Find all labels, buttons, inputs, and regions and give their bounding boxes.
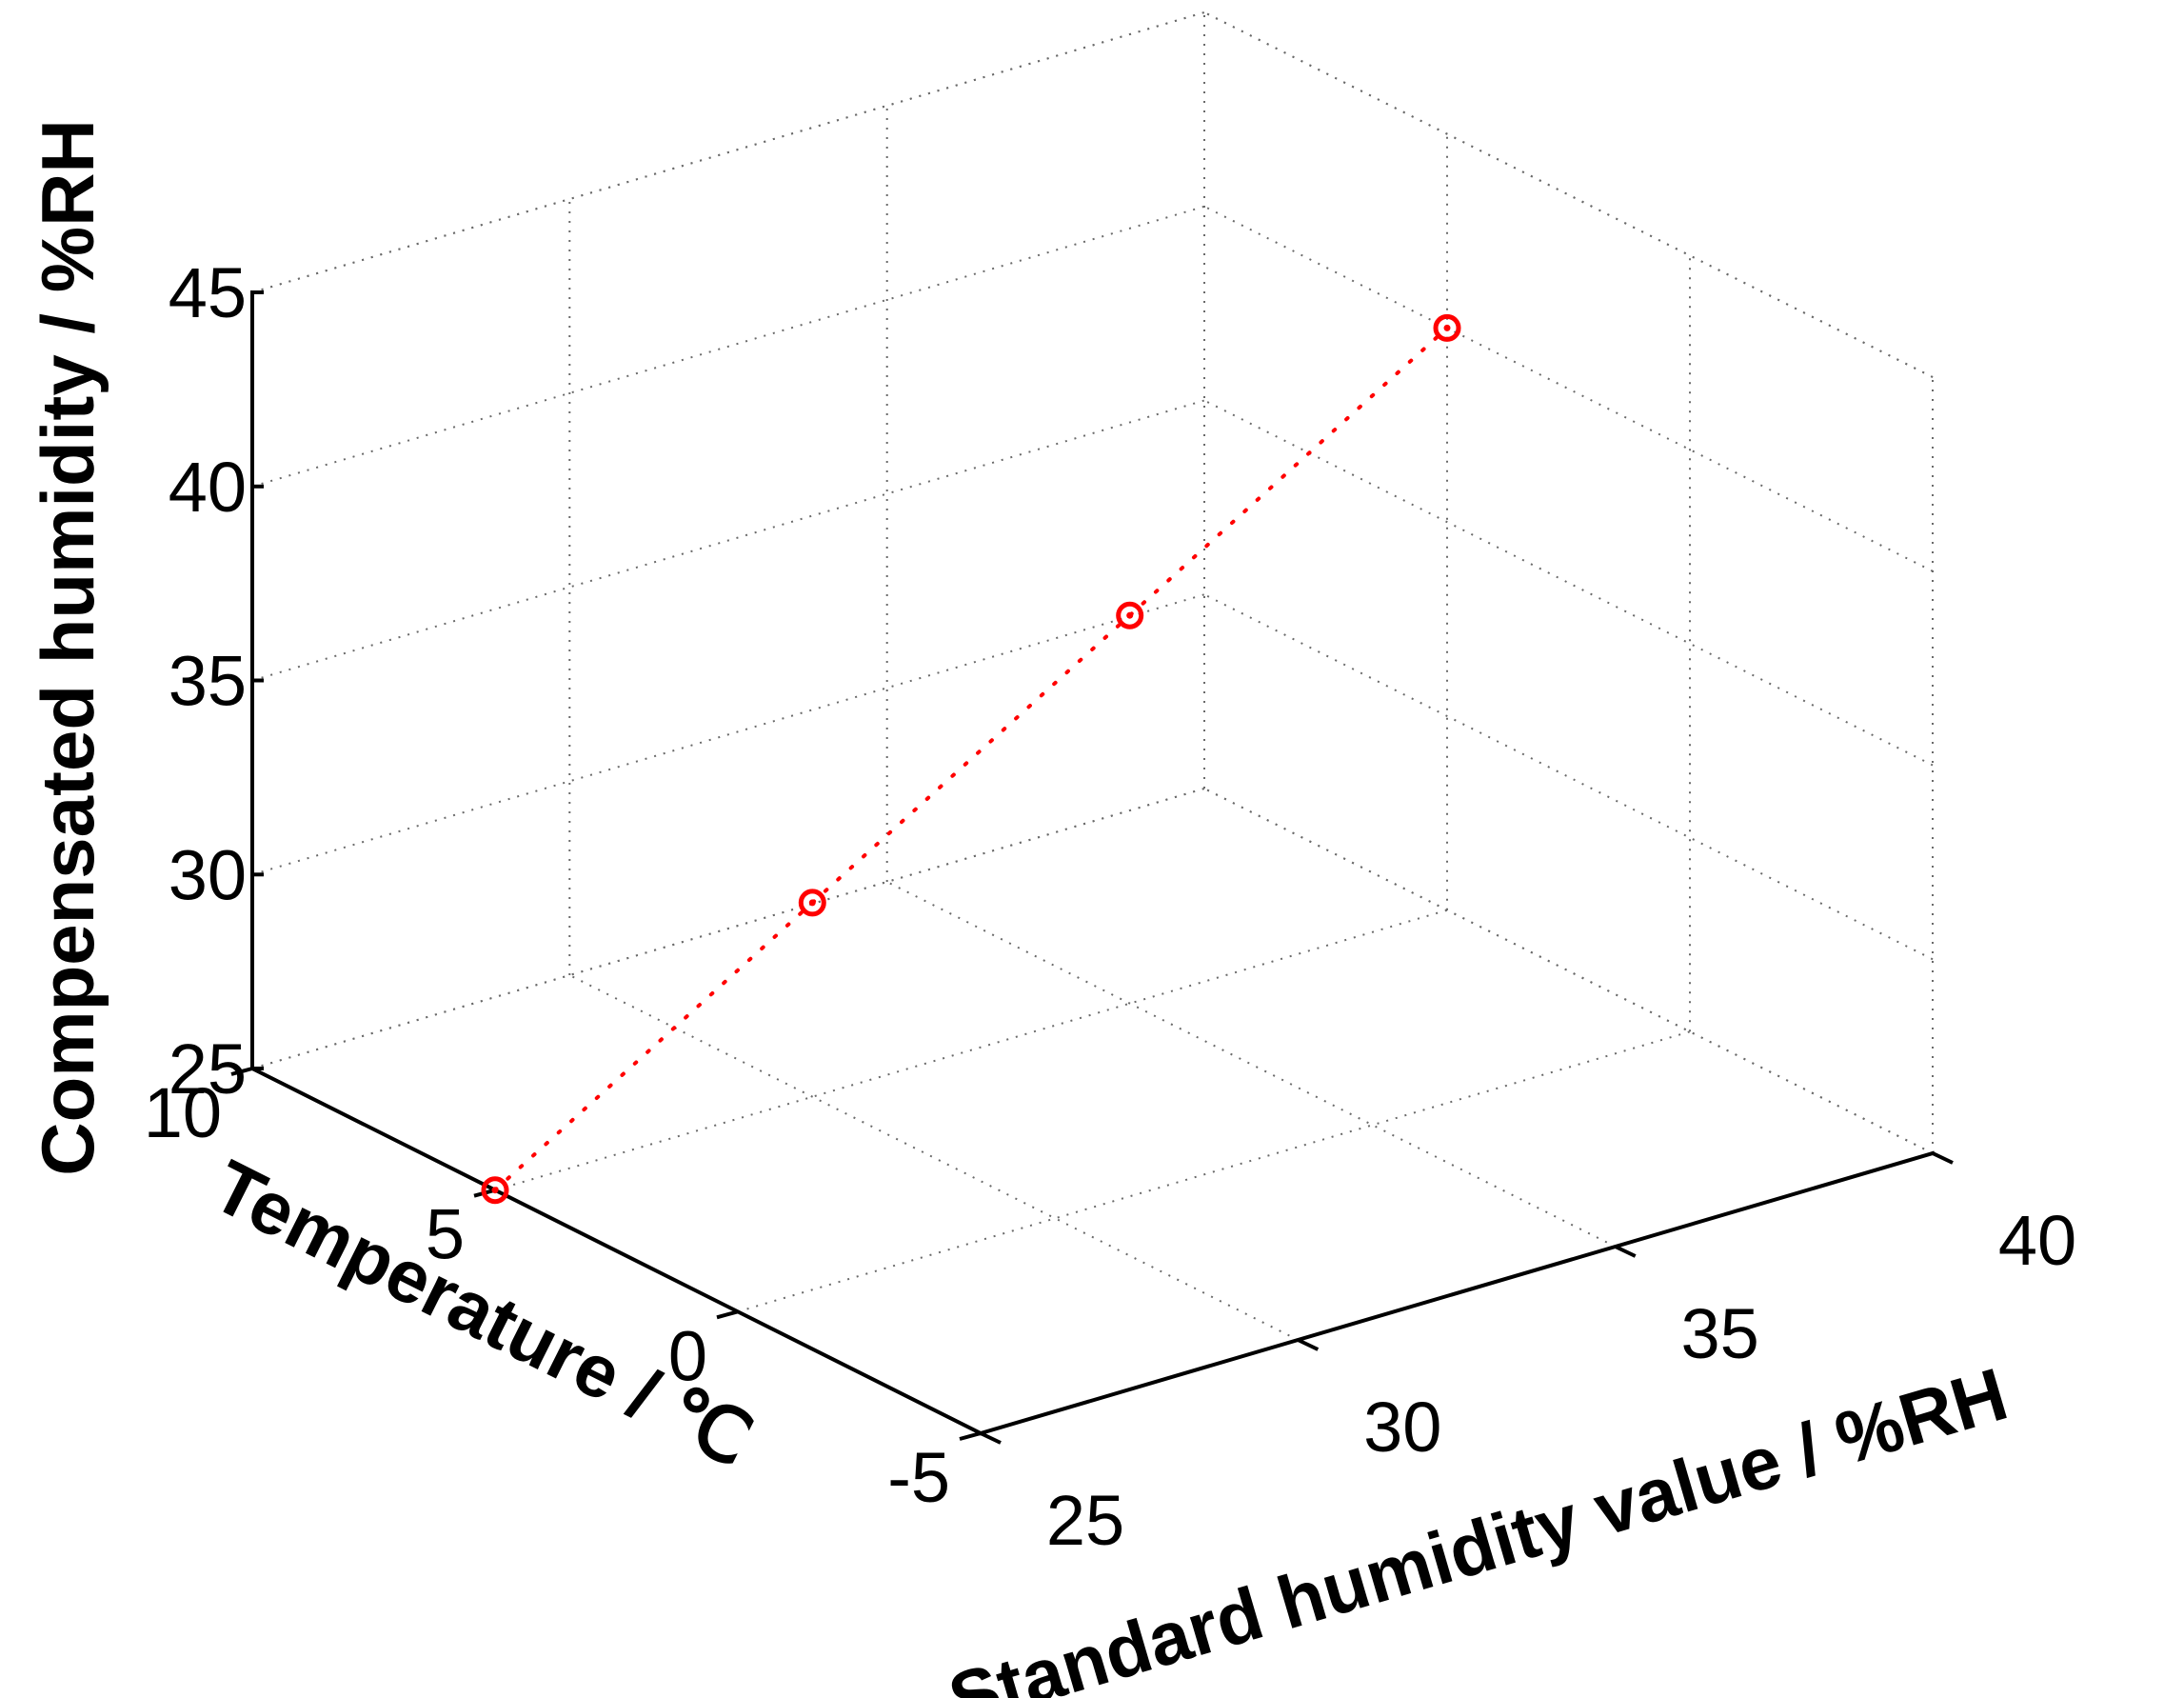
grid-line bbox=[251, 205, 1205, 488]
x-tick-label: 40 bbox=[1998, 1201, 2076, 1280]
axis-titles: Standard humidity value / %RH Temperatur… bbox=[26, 119, 2016, 1698]
y-tick bbox=[230, 1067, 253, 1076]
y-tick-label: 10 bbox=[144, 1073, 222, 1152]
data-point-center bbox=[1443, 324, 1451, 331]
y-tick bbox=[716, 1309, 739, 1320]
z-tick-label: 45 bbox=[169, 253, 247, 332]
y-tick-label: 0 bbox=[668, 1316, 707, 1395]
data-point-center bbox=[491, 1187, 499, 1194]
x-tick bbox=[980, 1431, 1002, 1445]
x-tick bbox=[1297, 1338, 1320, 1351]
y-tick-label: 5 bbox=[426, 1195, 465, 1274]
x-tick-label: 30 bbox=[1363, 1388, 1441, 1467]
grid-line bbox=[251, 593, 1205, 876]
data-series bbox=[481, 313, 1461, 1205]
grid-line bbox=[1203, 788, 1934, 1154]
box-edge bbox=[1203, 11, 1934, 378]
grid-line bbox=[886, 881, 1617, 1248]
series-line bbox=[493, 326, 1449, 1192]
data-point bbox=[1433, 313, 1461, 342]
x-tick-label: 25 bbox=[1046, 1481, 1124, 1560]
z-tick-label: 25 bbox=[169, 1029, 247, 1109]
x-tick bbox=[1932, 1151, 1954, 1165]
box-edge bbox=[251, 11, 1205, 293]
grid-line bbox=[1203, 399, 1934, 767]
grid-line bbox=[1203, 788, 1934, 1154]
grid-line bbox=[251, 399, 1205, 682]
y-tick-label: -5 bbox=[887, 1438, 950, 1517]
grid-line bbox=[494, 909, 1448, 1191]
data-point-center bbox=[1126, 611, 1134, 619]
data-point-center bbox=[808, 899, 816, 907]
z-tick-label: 35 bbox=[169, 642, 247, 721]
grid-line bbox=[1203, 205, 1934, 572]
axes bbox=[230, 290, 1954, 1445]
data-point bbox=[1116, 601, 1144, 629]
grid-line bbox=[737, 1030, 1691, 1313]
y-tick bbox=[959, 1431, 982, 1441]
z-tick-label: 30 bbox=[169, 835, 247, 914]
z-tick-label: 40 bbox=[169, 448, 247, 527]
grid-line bbox=[568, 974, 1299, 1341]
z-axis-title: Compensated humidity / %RH bbox=[26, 119, 109, 1175]
grid-line bbox=[251, 788, 1205, 1069]
y-axis-line bbox=[249, 1066, 983, 1436]
data-point bbox=[798, 889, 826, 917]
grid-line bbox=[1203, 593, 1934, 961]
x-tick bbox=[1614, 1245, 1637, 1258]
data-point bbox=[481, 1176, 509, 1205]
grid-lines bbox=[251, 11, 1934, 1434]
x-axis-line bbox=[978, 1150, 1936, 1436]
x-tick-label: 35 bbox=[1681, 1294, 1759, 1373]
